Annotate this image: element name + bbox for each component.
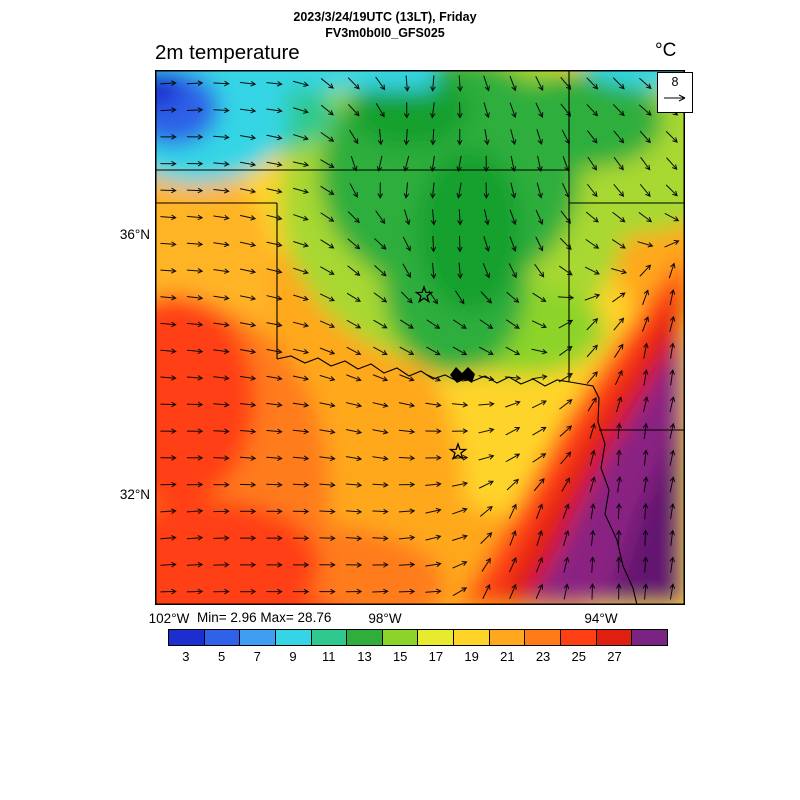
lon-label-98w: 98°W [368,611,402,626]
colorbar-segment [596,630,633,645]
colorbar-segment [275,630,312,645]
colorbar-tick-label: 13 [357,649,372,664]
lat-label-32n: 32°N [119,487,150,502]
map-border [155,70,685,605]
state-borders [155,70,685,605]
wind-arrows [160,75,680,600]
city-star-marker [448,442,468,461]
temperature-map [155,70,685,605]
minmax-label: Min= 2.96 Max= 28.76 [197,610,332,625]
valid-time-label: 2023/3/24/19UTC (13LT), Friday [293,10,477,24]
colorbar-tick-label [632,649,668,664]
colorbar-tick-label: 25 [571,649,586,664]
colorbar-segment [204,630,241,645]
colorbar-tick-label: 19 [464,649,479,664]
colorbar [168,629,668,646]
colorbar-segment [311,630,348,645]
colorbar-segment [382,630,419,645]
colorbar-tick-label: 27 [607,649,622,664]
colorbar-segment [240,630,276,645]
border-texas-louisiana [569,381,638,605]
colorbar-tick-label: 21 [500,649,515,664]
lon-label-102w: 102°W [148,611,190,626]
lon-label-94w: 94°W [584,611,618,626]
temperature-field-clip [155,70,685,605]
colorbar-segment [418,630,455,645]
colorbar-tick-label: 3 [182,649,190,664]
plot-title: 2m temperature [155,41,300,64]
colorbar-segment [169,630,205,645]
colorbar-tick-label: 7 [253,649,261,664]
map-panel [155,70,685,605]
colorbar-segment [632,630,667,645]
lake-texoma [450,367,475,383]
border-red-river [276,355,571,387]
temperature-field [155,70,685,605]
colorbar-tick-label: 17 [428,649,444,664]
wind-reference-box: 8 [657,72,693,113]
header: 2023/3/24/19UTC (13LT), Friday FV3m0b0I0… [0,9,770,41]
colorbar-tick-label: 5 [217,649,226,664]
colorbar-tick-label: 9 [289,649,297,664]
wind-reference-value: 8 [671,75,679,89]
wind-reference-arrow-icon [664,94,686,102]
colorbar-tick-labels: 3 5 7 9 11 13 15 17 19 21 23 25 27 [168,649,668,664]
colorbar-segment [525,630,562,645]
colorbar-segment [561,630,597,645]
colorbar-tick-label: 15 [392,649,408,664]
units-label: °C [655,40,677,61]
lat-label-36n: 36°N [119,227,150,242]
colorbar-segment [454,630,490,645]
colorbar-tick-label: 11 [321,649,336,664]
colorbar-tick-label: 23 [535,649,551,664]
colorbar-segment [347,630,383,645]
model-run-label: FV3m0b0I0_GFS025 [325,26,445,40]
colorbar-segment [489,630,526,645]
